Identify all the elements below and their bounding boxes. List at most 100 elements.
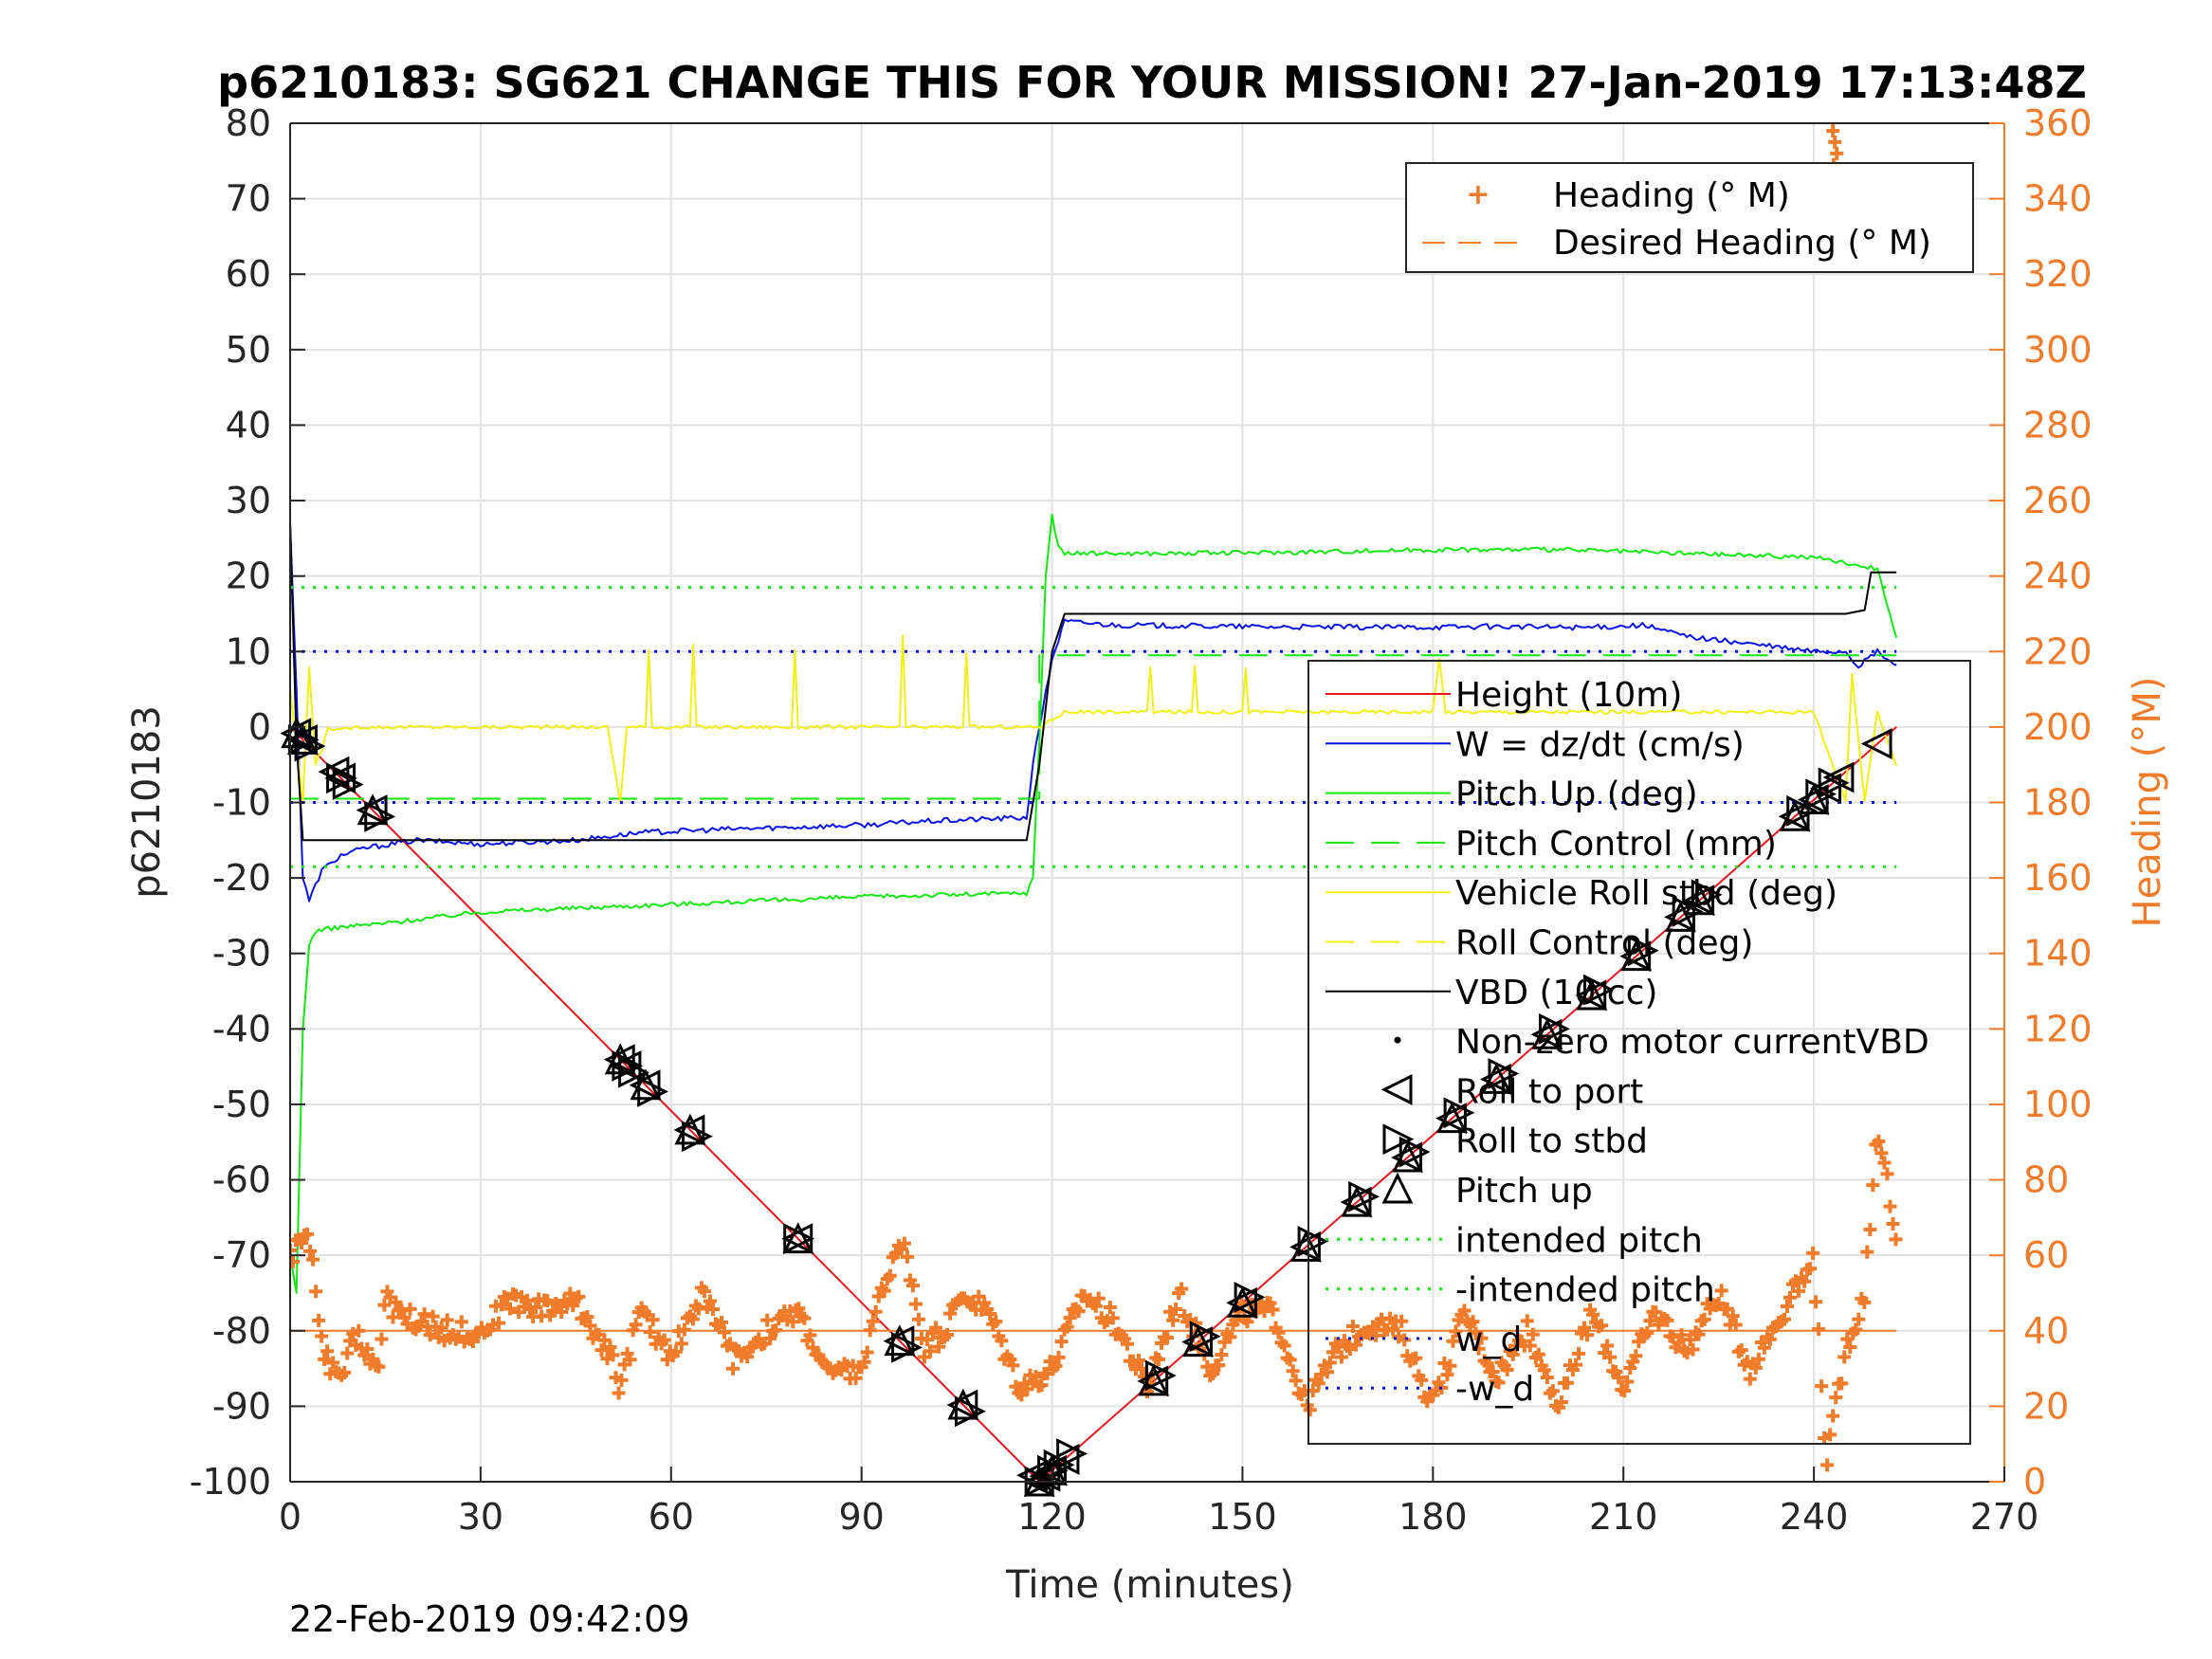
legend-label: w_d: [1455, 1321, 1522, 1359]
roll-to-port-marker: [1289, 1231, 1321, 1263]
legend-label: -w_d: [1455, 1370, 1534, 1409]
heading-point: [643, 1324, 657, 1339]
heading-point: [1714, 1284, 1728, 1298]
legend-main: Height (10m) W = dz/dt (cm/s) Pitch Up (de…: [1307, 660, 1971, 1445]
heading-point: [646, 1313, 660, 1327]
left-tick-label: -100: [190, 1461, 271, 1503]
left-tick-label: 80: [226, 102, 271, 144]
x-axis-label: Time (minutes): [1005, 1563, 1294, 1607]
heading-point: [1780, 1300, 1794, 1313]
heading-point: [360, 1342, 375, 1357]
left-tick-label: -90: [212, 1385, 271, 1427]
heading-point: [583, 1319, 597, 1333]
roll-to-stbd-marker: [1818, 767, 1850, 799]
heading-point: [606, 1348, 620, 1362]
left-tick-label: 40: [226, 404, 271, 446]
left-tick-label: 10: [226, 630, 271, 672]
heading-point: [386, 1310, 400, 1324]
heading-point: [1569, 1358, 1582, 1372]
pitch-up-marker: [782, 1222, 814, 1254]
footer-timestamp: 22-Feb-2019 09:42:09: [289, 1598, 690, 1640]
heading-point: [797, 1311, 812, 1325]
heading-point: [303, 1244, 318, 1258]
heading-point: [440, 1313, 454, 1327]
x-tick-label: 150: [1208, 1496, 1277, 1538]
heading-point: [905, 1279, 920, 1293]
pitch-up-marker: [286, 723, 319, 755]
heading-point: [1320, 1365, 1334, 1379]
heading-point: [863, 1323, 877, 1338]
heading-point: [943, 1306, 958, 1321]
heading-point: [1697, 1312, 1711, 1326]
heading-point: [883, 1268, 897, 1283]
heading-point: [1166, 1313, 1180, 1327]
heading-point: [1829, 1391, 1843, 1405]
heading-point: [1409, 1351, 1423, 1365]
heading-point: [466, 1335, 480, 1349]
heading-point: [657, 1333, 671, 1347]
heading-point: [1063, 1311, 1077, 1325]
heading-point: [1835, 1376, 1849, 1391]
legend-label: -intended pitch: [1455, 1271, 1715, 1310]
heading-point: [566, 1299, 580, 1313]
heading-point: [677, 1322, 691, 1337]
heading-point: [866, 1314, 880, 1328]
heading-point: [417, 1307, 431, 1322]
legend-main-entries: Height (10m) W = dz/dt (cm/s) Pitch Up (de…: [1325, 676, 1929, 1409]
right-tick-label: 0: [2023, 1461, 2046, 1503]
roll-to-port-marker: [1137, 1365, 1169, 1397]
heading-point: [941, 1327, 955, 1341]
heading-point: [860, 1345, 874, 1359]
left-tick-label: 60: [226, 253, 271, 295]
heading-point: [1820, 1458, 1835, 1472]
heading-point: [763, 1331, 777, 1345]
heading-point: [1054, 1335, 1069, 1349]
heading-point: [715, 1315, 729, 1329]
x-axis-ticks: 0 30 60 90 120 150 180 210 240 270: [279, 1467, 2038, 1538]
heading-point: [340, 1346, 355, 1360]
right-tick-label: 20: [2023, 1385, 2069, 1427]
heading-point: [868, 1304, 883, 1319]
heading-point: [705, 1303, 720, 1317]
roll-to-stbd-marker: [332, 769, 364, 801]
heading-point: [1071, 1304, 1086, 1319]
heading-point: [597, 1333, 612, 1347]
left-tick-label: -40: [212, 1008, 271, 1049]
heading-point: [1491, 1376, 1506, 1390]
heading-point: [1088, 1299, 1103, 1313]
heading-point: [1472, 1341, 1486, 1356]
left-tick-label: -60: [212, 1159, 271, 1201]
roll-to-port-marker: [1226, 1286, 1257, 1319]
right-tick-label: 260: [2023, 480, 2093, 521]
x-tick-label: 30: [458, 1496, 503, 1538]
roll-to-port-marker: [629, 1069, 661, 1102]
heading-point: [309, 1285, 323, 1299]
heading-point: [572, 1289, 586, 1304]
roll-to-port-marker: [1860, 728, 1892, 760]
heading-point: [740, 1350, 755, 1364]
heading-point: [1531, 1347, 1545, 1361]
heading-point: [1618, 1384, 1632, 1398]
heading-point: [1446, 1334, 1460, 1348]
heading-point: [1545, 1384, 1560, 1398]
x-tick-label: 90: [838, 1496, 884, 1538]
legend-label: intended pitch: [1455, 1221, 1703, 1260]
pitch-up-marker: [947, 1388, 979, 1420]
roll-to-port-marker: [356, 794, 388, 827]
heading-point: [1034, 1378, 1049, 1393]
heading-point: [1620, 1375, 1635, 1389]
heading-point: [389, 1295, 403, 1309]
right-tick-label: 160: [2023, 857, 2093, 899]
heading-point: [503, 1302, 518, 1316]
heading-point: [377, 1298, 392, 1312]
heading-point: [932, 1340, 946, 1354]
legend-desired-heading-label: Desired Heading (° M): [1553, 224, 1931, 263]
left-tick-label: -50: [212, 1084, 271, 1125]
heading-point: [1398, 1333, 1412, 1347]
heading-point: [1649, 1305, 1663, 1320]
legend-swatch-dot: [1394, 1036, 1401, 1044]
heading-point: [1777, 1312, 1791, 1326]
pitch-up-marker: [1289, 1230, 1322, 1262]
pitch-up-marker: [1036, 1453, 1068, 1486]
right-tick-label: 40: [2023, 1310, 2069, 1352]
